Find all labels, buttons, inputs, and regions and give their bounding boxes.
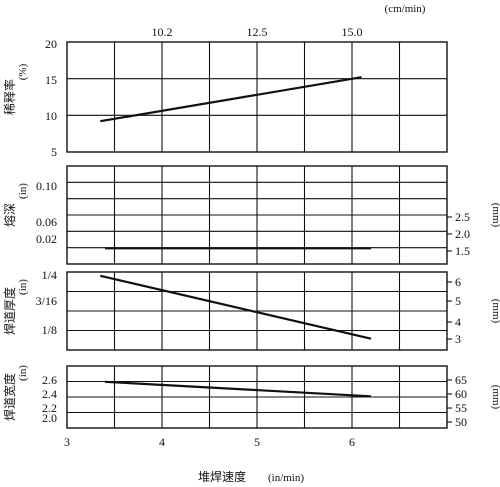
panel-3-rtick-label: 3: [455, 332, 461, 346]
panel-1-top-tick-label: 12.5: [247, 25, 268, 39]
panel-2-ytick-label: 0.06: [36, 215, 57, 229]
panel-3-yunit: (in): [17, 279, 29, 295]
panel-1-top-unit: (cm/min): [385, 3, 426, 15]
panel-4-ylabel: 焊道宽度: [2, 373, 17, 421]
panel-1-top-tick-label: 15.0: [342, 25, 363, 39]
panel-4-rtick-label: 55: [455, 401, 467, 415]
panel-3-ytick-label: 3/16: [36, 294, 57, 308]
x-tick-label: 3: [64, 435, 70, 449]
panel-3-ytick-label: 1/4: [42, 268, 57, 282]
panel-3-rtick-label: 6: [455, 275, 461, 289]
panel-3-rtick-label: 4: [455, 315, 461, 329]
panel-2-rtick-label: 2.0: [455, 227, 470, 241]
x-tick-label: 4: [159, 435, 165, 449]
panel-3-right-unit: (mm): [490, 299, 500, 324]
panel-1-ytick-label: 10: [45, 109, 57, 123]
panel-4-rtick-label: 65: [455, 373, 467, 387]
panel-1-series-line-0: [100, 77, 361, 121]
panel-2-rtick-label: 2.5: [455, 210, 470, 224]
panel-1-ytick-label: 15: [45, 73, 57, 87]
panel-3-series-line-0: [100, 276, 371, 339]
panel-1-ytick-label: 20: [45, 37, 57, 51]
panel-1-ylabel: 稀释率: [2, 79, 17, 115]
panel-4-ytick-label: 2.6: [42, 373, 57, 387]
panel-2-ytick-label: 0.02: [36, 232, 57, 246]
panel-1-ytick-label: 5: [51, 145, 57, 159]
panel-1-yunit: (%): [17, 63, 29, 80]
x-axis-label: 堆焊速度: [198, 469, 246, 484]
panel-4-ytick-label: 2.4: [42, 387, 57, 401]
panel-4-rtick-label: 50: [455, 415, 467, 429]
panel-1-top-tick-label: 10.2: [152, 25, 173, 39]
panel-4-yunit: (in): [17, 365, 29, 381]
panel-2-rtick-label: 1.5: [455, 244, 470, 258]
x-tick-label: 6: [349, 435, 355, 449]
panel-2-ylabel: 熔深: [2, 203, 17, 227]
panel-4-rtick-label: 60: [455, 387, 467, 401]
panel-3-ytick-label: 1/8: [42, 323, 57, 337]
panel-4-right-unit: (mm): [490, 385, 500, 410]
panel-2-ytick-label: 0.10: [36, 179, 57, 193]
panel-2-yunit: (in): [17, 183, 29, 199]
x-tick-label: 5: [254, 435, 260, 449]
x-axis-unit: (in/min): [268, 472, 304, 484]
panel-4-series-line-0: [105, 382, 371, 397]
panel-4-ytick-label: 2.2: [42, 401, 57, 415]
panel-3-rtick-label: 5: [455, 294, 461, 308]
panel-3-ylabel: 焊道厚度: [2, 287, 17, 335]
panel-2-right-unit: (mm): [490, 203, 500, 228]
